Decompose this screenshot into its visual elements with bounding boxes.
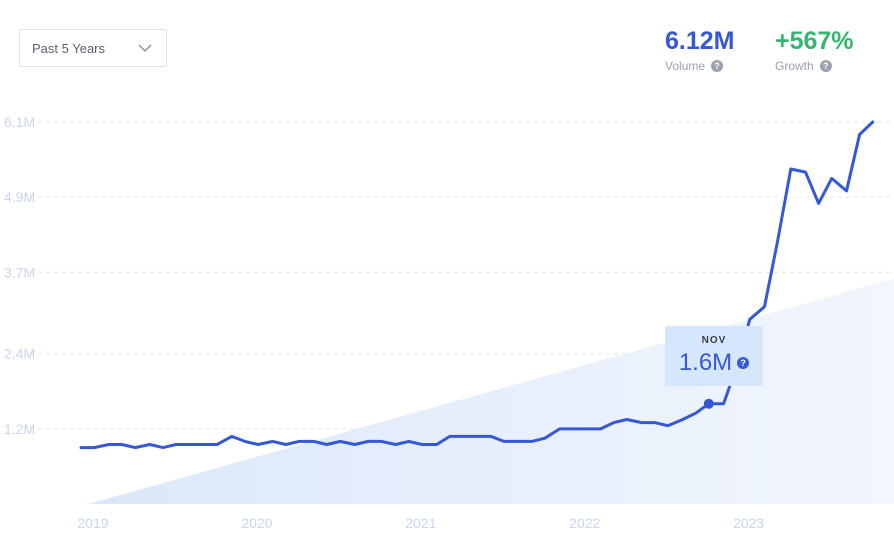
x-tick-label: 2023	[733, 515, 764, 531]
y-tick-label: 6.1M	[4, 114, 35, 130]
growth-label: Growth	[775, 59, 814, 73]
chevron-down-icon	[138, 44, 152, 52]
highlight-point[interactable]	[703, 398, 714, 409]
volume-stat: 6.12M Volume ?	[665, 26, 734, 73]
trend-area	[88, 278, 894, 504]
growth-stat: +567% Growth ?	[775, 26, 854, 73]
volume-label: Volume	[665, 59, 706, 73]
volume-value: 6.12M	[665, 27, 735, 55]
tooltip-value: 1.6M	[678, 349, 733, 376]
y-tick-label: 3.7M	[4, 264, 35, 280]
growth-value: +567%	[775, 27, 854, 55]
time-range-select[interactable]: Past 5 Years	[19, 29, 167, 67]
time-range-label: Past 5 Years	[32, 40, 105, 56]
y-tick-label: 1.2M	[4, 421, 35, 437]
y-tick-label: 4.9M	[4, 189, 35, 205]
y-tick-label: 2.4M	[4, 346, 35, 362]
x-tick-label: 2019	[77, 515, 108, 531]
data-tooltip: NOV 1.6M ?	[665, 326, 763, 386]
volume-help-icon[interactable]: ?	[711, 60, 724, 72]
x-tick-label: 2022	[569, 515, 600, 531]
tooltip-help-icon[interactable]: ?	[737, 357, 750, 369]
growth-help-icon[interactable]: ?	[819, 60, 832, 72]
tooltip-month: NOV	[701, 335, 727, 346]
x-tick-label: 2020	[241, 515, 272, 531]
x-tick-label: 2021	[405, 515, 436, 531]
